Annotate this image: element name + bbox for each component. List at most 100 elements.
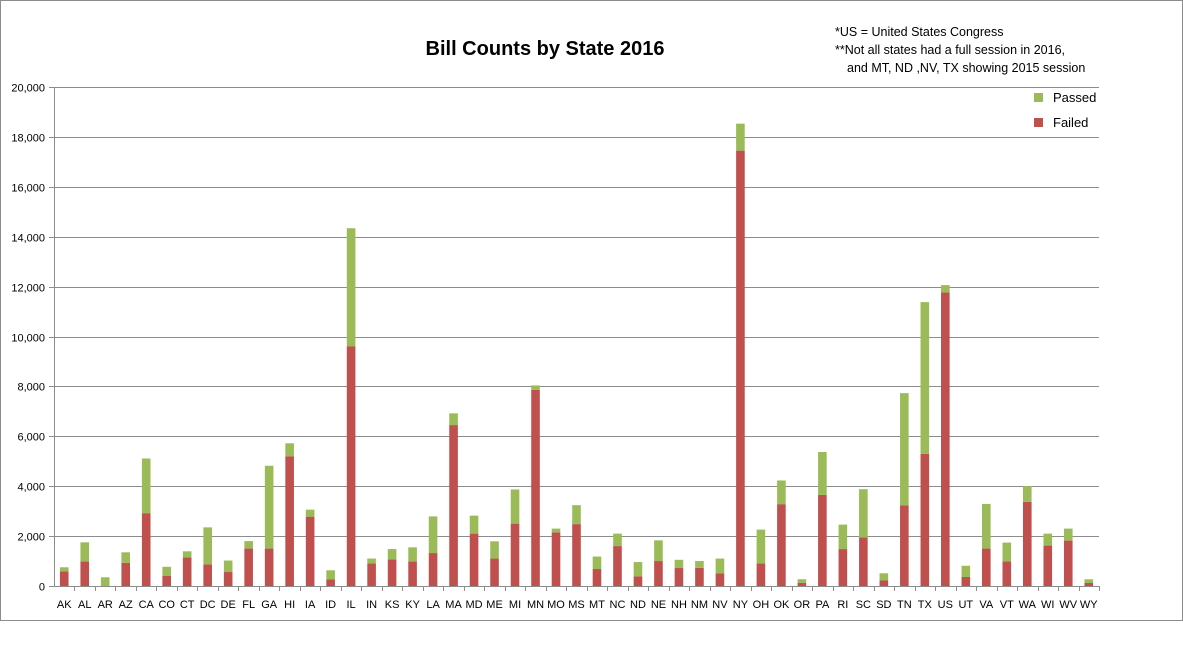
x-tick-label-hi: HI <box>284 599 295 611</box>
x-tick-label-ca: CA <box>139 599 155 611</box>
x-tick-label-ak: AK <box>57 599 72 611</box>
x-tick-label-in: IN <box>366 599 377 611</box>
bar-passed-ks <box>387 549 397 560</box>
bar-passed-wi <box>1043 533 1053 546</box>
bar-passed-ri <box>838 524 848 550</box>
x-tick-label-ky: KY <box>405 599 420 611</box>
bar-passed-dc <box>203 527 212 565</box>
bar-failed-hi <box>285 456 294 586</box>
bar-failed-id <box>326 579 335 586</box>
bar-passed-ia <box>305 509 315 517</box>
x-tick-label-sd: SD <box>876 599 891 611</box>
bar-failed-nh <box>674 568 684 586</box>
bar-failed-nd <box>633 576 643 586</box>
x-tick-label-mi: MI <box>509 599 521 611</box>
legend-swatch-failed <box>1034 118 1043 127</box>
x-tick-label-ia: IA <box>305 599 316 611</box>
bar-passed-nd <box>633 562 643 577</box>
x-tick-label-az: AZ <box>119 599 133 611</box>
y-tick-label: 4,000 <box>17 482 45 494</box>
bar-passed-or <box>797 579 807 583</box>
bar-passed-sc <box>859 489 868 538</box>
bar-failed-ms <box>572 524 581 586</box>
bar-failed-la <box>428 553 438 586</box>
x-tick-label-de: DE <box>221 599 236 611</box>
bar-failed-me <box>490 558 499 586</box>
bar-passed-va <box>982 503 991 549</box>
x-tick-label-mo: MO <box>547 599 565 611</box>
bar-passed-wv <box>1063 528 1073 541</box>
x-tick-label-mn: MN <box>527 599 544 611</box>
bar-failed-mo <box>551 532 561 586</box>
bar-passed-ct <box>182 551 192 558</box>
y-tick-label: 20,000 <box>11 83 45 95</box>
bar-passed-fl <box>244 541 253 549</box>
x-tick-label-fl: FL <box>242 599 255 611</box>
x-tick-label-il: IL <box>347 599 356 611</box>
legend-label-passed: Passed <box>1053 90 1097 105</box>
bar-passed-ca <box>141 458 151 514</box>
bar-passed-la <box>428 516 438 554</box>
bar-passed-il <box>346 228 356 347</box>
x-tick-label-al: AL <box>78 599 91 611</box>
bar-failed-ks <box>387 559 397 586</box>
x-tick-label-nh: NH <box>671 599 687 611</box>
bar-failed-ia <box>305 516 315 586</box>
bar-failed-wy <box>1084 583 1094 586</box>
bar-passed-mi <box>510 489 520 524</box>
bar-passed-oh <box>756 529 766 564</box>
bar-failed-ky <box>408 561 417 586</box>
x-tick-label-ms: MS <box>568 599 585 611</box>
bar-passed-nc <box>613 533 622 547</box>
x-tick-label-va: VA <box>979 599 994 611</box>
bar-passed-id <box>326 570 335 580</box>
legend-item-passed: Passed <box>1034 90 1096 105</box>
x-tick-label-ar: AR <box>98 599 113 611</box>
x-tick-label-me: ME <box>486 599 503 611</box>
bar-passed-mn <box>531 385 540 390</box>
bar-failed-fl <box>244 548 253 586</box>
bar-passed-ne <box>654 540 663 562</box>
x-tick-label-ny: NY <box>733 599 749 611</box>
bar-passed-de <box>223 560 233 573</box>
bar-passed-ok <box>777 480 786 505</box>
x-tick-label-nv: NV <box>712 599 728 611</box>
x-tick-label-sc: SC <box>856 599 871 611</box>
bar-passed-tn <box>900 393 909 506</box>
bar-passed-in <box>367 558 376 564</box>
bar-passed-al <box>80 542 90 562</box>
bar-passed-ut <box>961 565 971 578</box>
note-us-congress: *US = United States Congress <box>835 25 1004 39</box>
bar-passed-nm <box>695 561 704 568</box>
x-tick-label-ga: GA <box>261 599 278 611</box>
bar-passed-hi <box>285 443 294 457</box>
bar-failed-ca <box>141 513 151 586</box>
bar-failed-il <box>346 346 356 586</box>
x-tick-label-us: US <box>938 599 953 611</box>
bar-failed-de <box>223 572 233 586</box>
chart-title: Bill Counts by State 2016 <box>425 38 665 60</box>
x-tick-label-pa: PA <box>815 599 830 611</box>
x-tick-label-ut: UT <box>958 599 973 611</box>
bar-passed-tx <box>920 302 930 454</box>
x-tick-label-nc: NC <box>610 599 626 611</box>
bar-failed-or <box>797 582 807 586</box>
bar-passed-sd <box>879 573 889 581</box>
bar-failed-co <box>162 576 171 586</box>
bar-passed-ak <box>59 567 69 572</box>
x-tick-label-md: MD <box>465 599 482 611</box>
bar-failed-pa <box>818 494 827 586</box>
x-tick-label-ks: KS <box>385 599 400 611</box>
bar-failed-ma <box>449 425 458 586</box>
legend-label-failed: Failed <box>1053 115 1089 130</box>
bar-failed-sc <box>859 537 868 586</box>
note-sessions-continued: and MT, ND ,NV, TX showing 2015 session <box>847 61 1086 75</box>
bar-failed-ok <box>777 504 786 586</box>
legend-item-failed: Failed <box>1034 115 1088 130</box>
bar-passed-pa <box>818 452 827 495</box>
bar-passed-nv <box>715 558 725 574</box>
x-tick-label-mt: MT <box>589 599 605 611</box>
y-tick-label: 10,000 <box>11 333 45 345</box>
bar-passed-ms <box>572 505 581 525</box>
x-tick-label-ne: NE <box>651 599 666 611</box>
